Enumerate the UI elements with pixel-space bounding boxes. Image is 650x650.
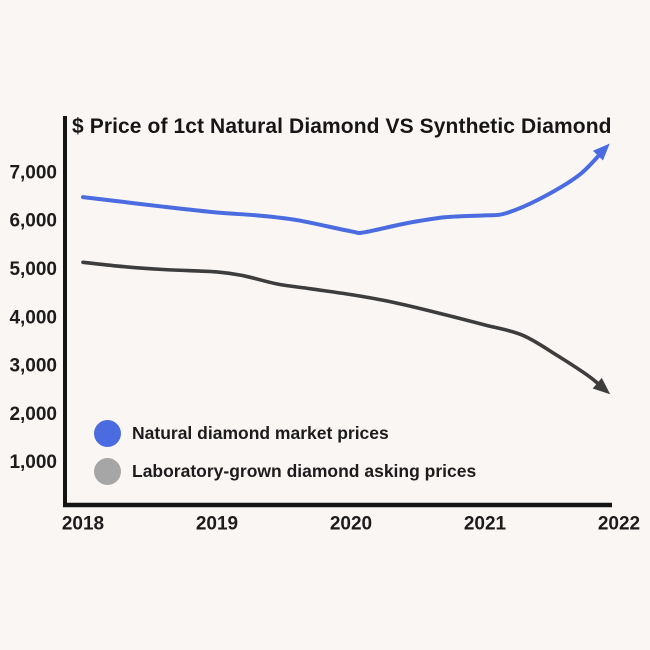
line-lab-grown-diamond-prices <box>81 260 611 395</box>
legend-item-lab-grown: Laboratory-grown diamond asking prices <box>94 452 476 490</box>
legend-item-natural: Natural diamond market prices <box>94 414 476 452</box>
y-tick-label: 7,000 <box>9 162 57 183</box>
x-tick-label: 2020 <box>330 514 372 535</box>
x-tick-label: 2019 <box>196 514 238 535</box>
legend-label-lab-grown: Laboratory-grown diamond asking prices <box>132 460 477 481</box>
y-tick-label: 3,000 <box>9 356 57 377</box>
x-tick-label: 2022 <box>598 514 640 535</box>
x-tick-label: 2021 <box>464 514 507 535</box>
y-axis-labels: 7,000 6,000 5,000 4,000 3,000 2,000 1,000 <box>9 162 57 473</box>
legend: Natural diamond market prices Laboratory… <box>94 414 476 490</box>
y-tick-label: 2,000 <box>9 404 57 425</box>
y-tick-label: 5,000 <box>9 259 57 280</box>
legend-dot-lab-grown-icon <box>94 457 121 485</box>
x-tick-label: 2018 <box>62 514 104 535</box>
x-axis-labels: 2018 2019 2020 2021 2022 <box>62 514 640 535</box>
y-tick-label: 4,000 <box>9 307 57 328</box>
legend-label-natural: Natural diamond market prices <box>132 422 389 443</box>
y-tick-label: 6,000 <box>9 211 57 232</box>
chart-title: $ Price of 1ct Natural Diamond VS Synthe… <box>72 115 612 138</box>
legend-dot-natural-icon <box>94 419 121 447</box>
y-tick-label: 1,000 <box>9 452 57 473</box>
line-natural-diamond-prices <box>81 143 610 236</box>
